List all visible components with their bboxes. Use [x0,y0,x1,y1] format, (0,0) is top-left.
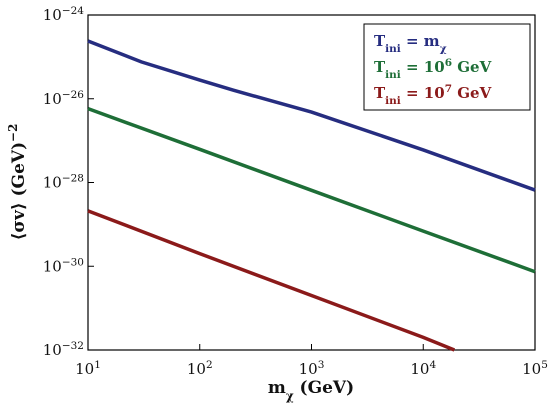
y-tick-label: 10−30 [43,256,84,275]
y-tick-label: 10−24 [43,5,85,24]
y-tick-label: 10−28 [43,173,84,192]
x-axis-label: mχ (GeV) [268,378,354,403]
y-axis-label: ⟨σv⟩ (GeV)−2 [6,124,29,241]
legend-label: Tini = mχ [374,32,447,55]
series-line [87,107,536,274]
x-tick-label: 104 [410,359,436,378]
y-tick-label: 10−32 [43,340,84,359]
series-line [87,209,456,352]
x-tick-label: 103 [299,359,325,378]
series-line [87,39,536,192]
y-tick-label: 10−26 [43,89,85,108]
x-tick-label: 105 [522,359,548,378]
legend-label: Tini = 106 GeV [374,57,492,81]
legend-label: Tini = 107 GeV [374,83,492,107]
legend-box [363,23,531,111]
x-tick-label: 101 [75,359,101,378]
x-tick-label: 102 [187,359,213,378]
